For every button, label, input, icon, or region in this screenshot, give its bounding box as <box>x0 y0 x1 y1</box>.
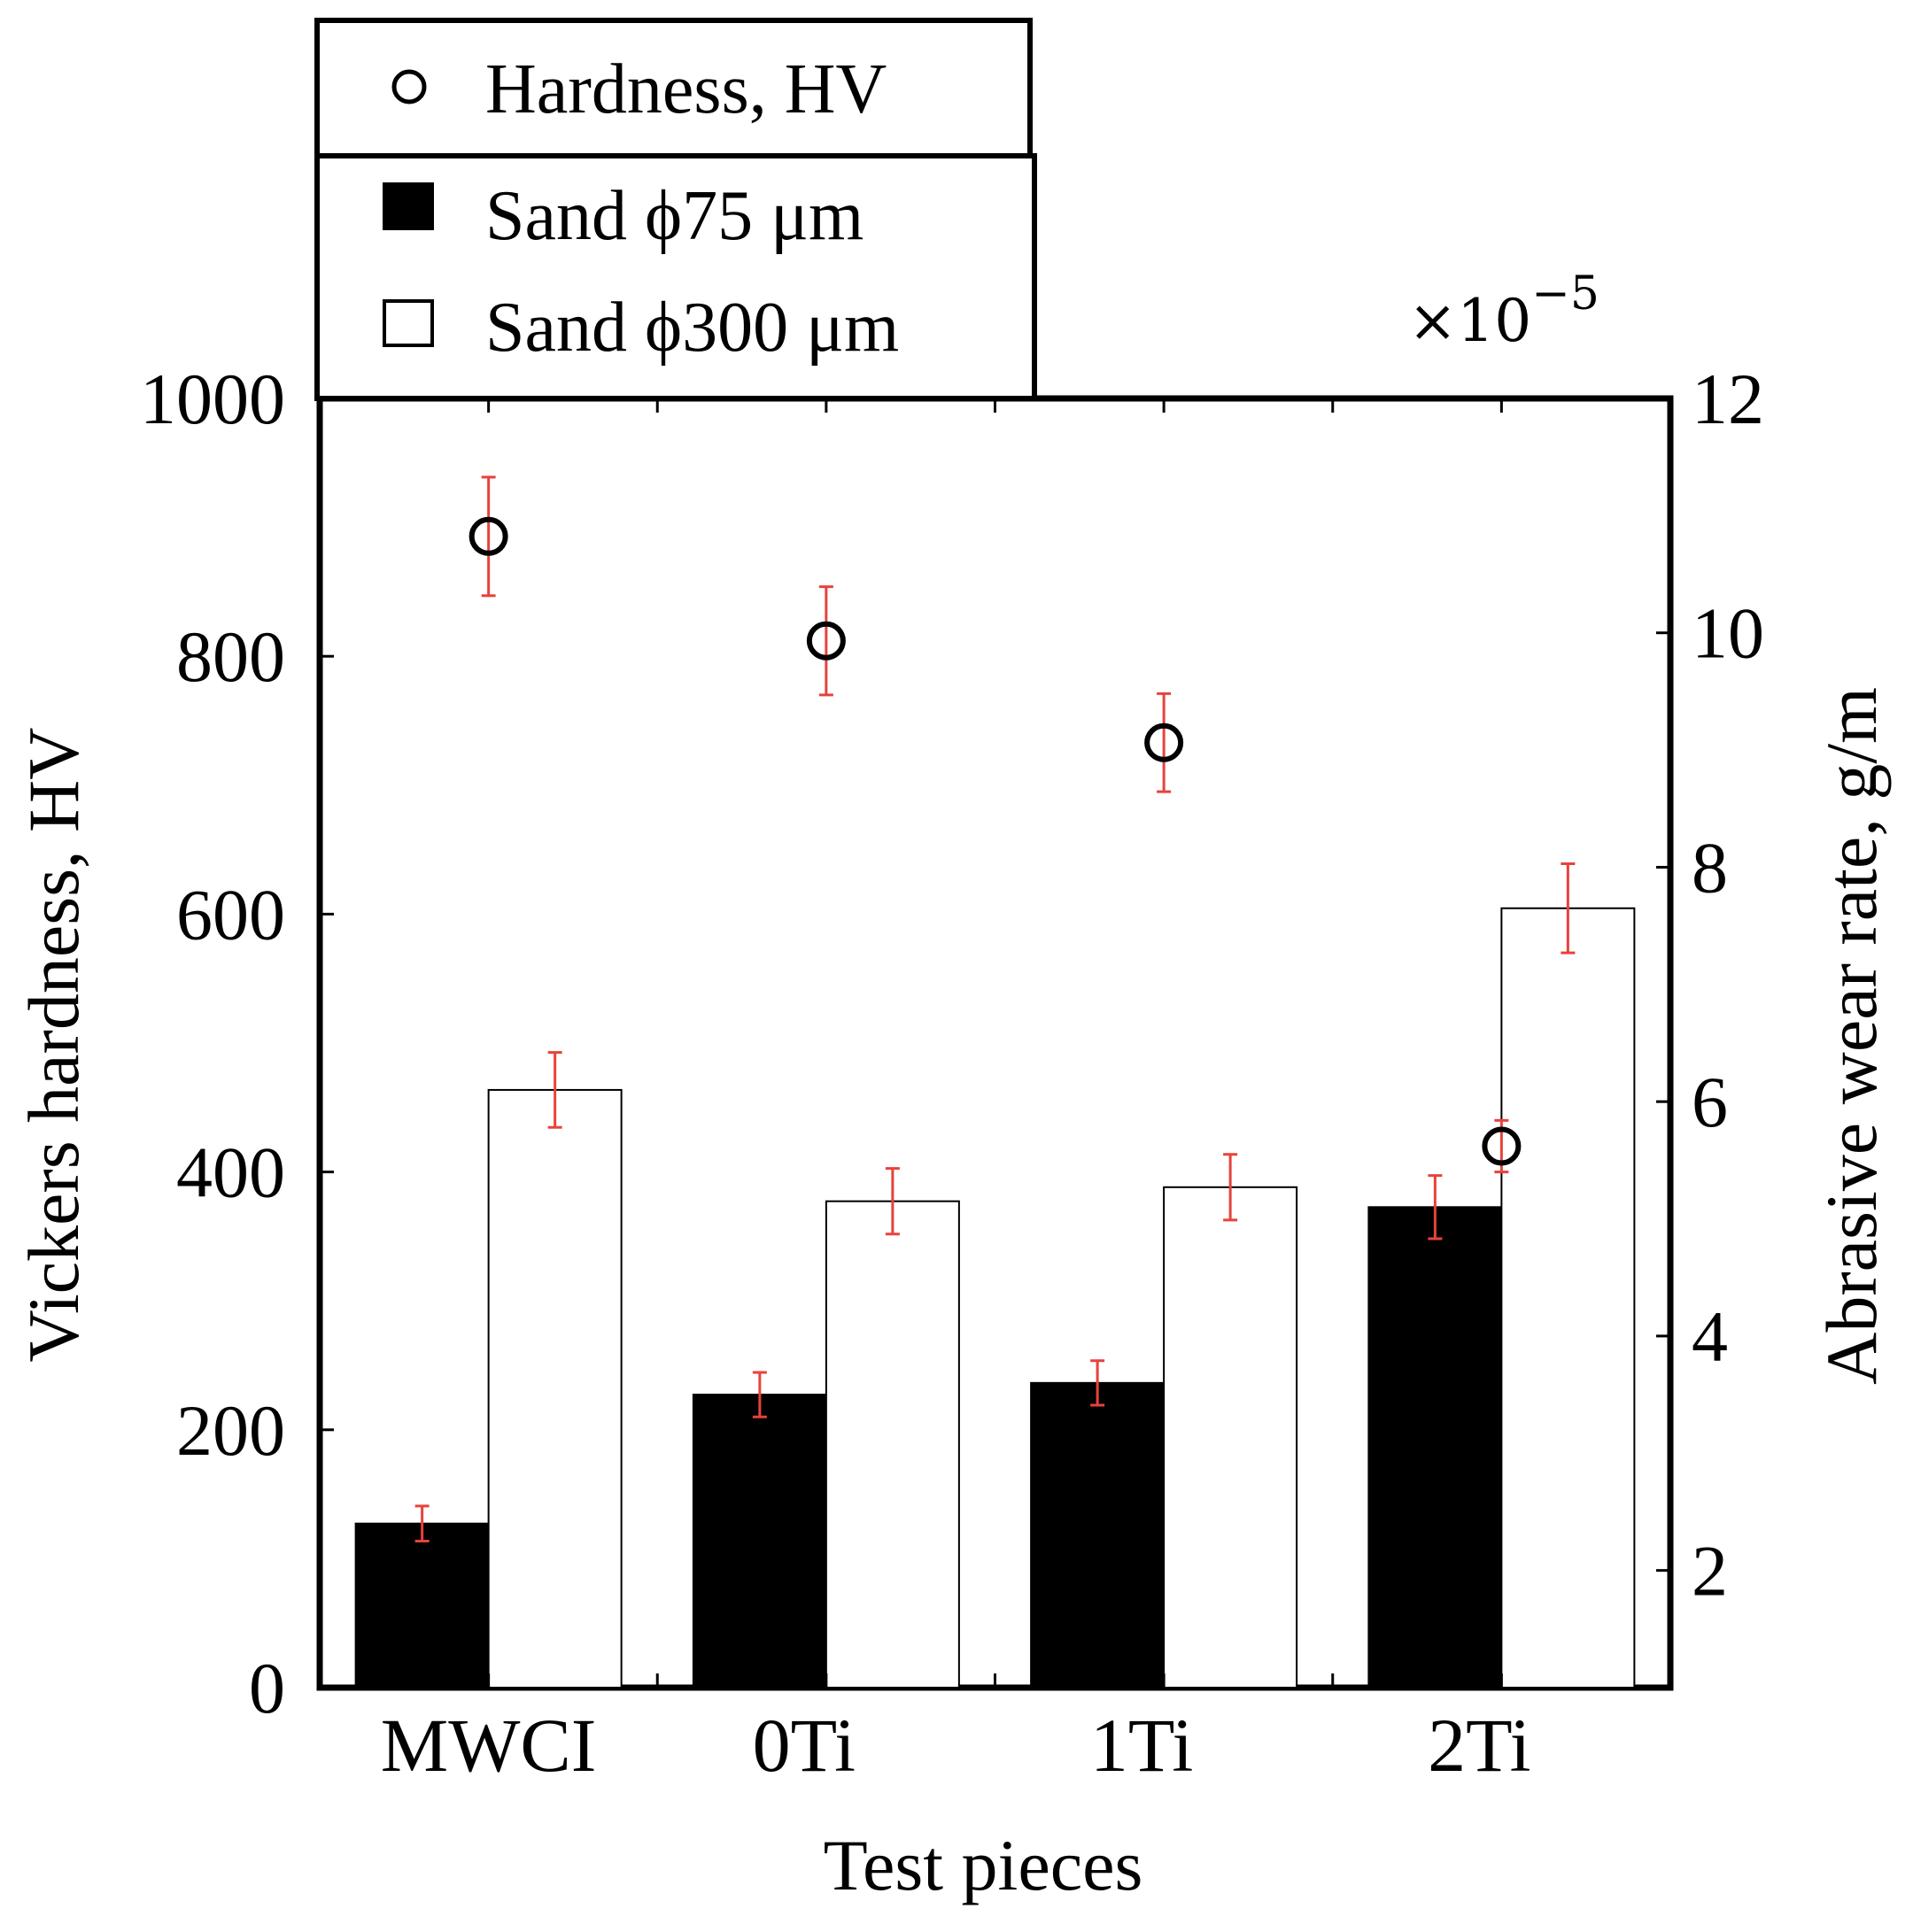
y-tick-label-right-10: 10 <box>1692 593 1764 674</box>
x-tick-label-1ti: 1Ti <box>1090 1703 1193 1788</box>
right-axis-multiplier-exponent: −5 <box>1531 267 1599 321</box>
bars-layer <box>354 907 1636 1689</box>
point-hardness-2ti <box>1482 1126 1522 1166</box>
y-tick-label-right-8: 8 <box>1692 827 1728 908</box>
error-bar-sand-75-0ti <box>752 1371 767 1418</box>
y-tick-label-right-6: 6 <box>1692 1062 1728 1142</box>
x-tick-label-2ti: 2Ti <box>1428 1703 1530 1788</box>
bar-sand-300-0ti <box>825 1200 960 1689</box>
y-tick-label-left-0: 0 <box>249 1648 285 1728</box>
error-bar-sand-75-mwci <box>414 1504 430 1543</box>
error-bar-sand-75-2ti <box>1428 1174 1443 1240</box>
hardness-points-layer <box>469 516 1522 1166</box>
error-bar-sand-300-0ti <box>885 1167 900 1236</box>
bar-sand-300-1ti <box>1163 1186 1298 1689</box>
error-bar-sand-300-2ti <box>1561 862 1576 954</box>
bar-sand-75-0ti <box>692 1394 827 1689</box>
point-hardness-0ti <box>806 621 846 661</box>
y-tick-label-left-400: 400 <box>176 1132 285 1213</box>
right-axis-multiplier: ×10−5 <box>1408 267 1599 355</box>
x-tick-label-mwci: MWCI <box>381 1703 597 1788</box>
error-bars-layer <box>414 475 1576 1543</box>
legend-label-hardness: Hardness, HV <box>485 50 887 128</box>
error-bar-hardness-0ti <box>818 585 833 697</box>
error-bar-sand-300-mwci <box>547 1051 562 1129</box>
error-bar-hardness-1ti <box>1157 692 1172 793</box>
error-bar-hardness-mwci <box>481 475 496 598</box>
legend-swatch-sand-300 <box>383 299 434 347</box>
y-axis-title-right: Abrasive wear rate, g/m <box>1811 687 1892 1385</box>
point-hardness-1ti <box>1144 723 1184 762</box>
legend-box-sand <box>314 153 1037 401</box>
bar-sand-300-mwci <box>487 1088 623 1689</box>
y-tick-label-right-2: 2 <box>1692 1531 1728 1611</box>
y-tick-label-left-600: 600 <box>176 874 285 954</box>
point-hardness-mwci <box>469 516 508 556</box>
x-axis-title: Test pieces <box>824 1825 1143 1905</box>
bar-sand-75-2ti <box>1367 1206 1503 1689</box>
y-tick-label-right-4: 4 <box>1692 1296 1728 1377</box>
bar-sand-75-mwci <box>354 1522 490 1689</box>
x-tick-label-0ti: 0Ti <box>753 1703 856 1788</box>
legend-swatch-sand-75 <box>383 182 434 230</box>
y-tick-label-right-12: 12 <box>1692 359 1764 439</box>
bar-sand-75-1ti <box>1030 1381 1166 1689</box>
right-axis-multiplier-base: ×10 <box>1408 287 1531 355</box>
y-tick-label-left-1000: 1000 <box>140 359 285 439</box>
bar-sand-300-2ti <box>1500 907 1636 1689</box>
y-axis-title-left: Vickers hardness, HV <box>13 728 94 1363</box>
error-bar-sand-75-1ti <box>1090 1359 1105 1407</box>
error-bar-sand-300-1ti <box>1223 1153 1238 1222</box>
legend-label-sand-75: Sand ϕ75 μm <box>485 177 864 255</box>
legend-label-sand-300: Sand ϕ300 μm <box>485 289 899 367</box>
y-tick-label-left-200: 200 <box>176 1390 285 1471</box>
tick-labels-layer: MWCI 0Ti 1Ti 2Ti 0 200 400 600 800 1000 2 4 6 8 10 12 <box>140 359 1764 1788</box>
y-tick-label-left-800: 800 <box>176 616 285 697</box>
ticks-layer <box>320 397 1670 1689</box>
legend-marker-hardness <box>391 69 427 104</box>
